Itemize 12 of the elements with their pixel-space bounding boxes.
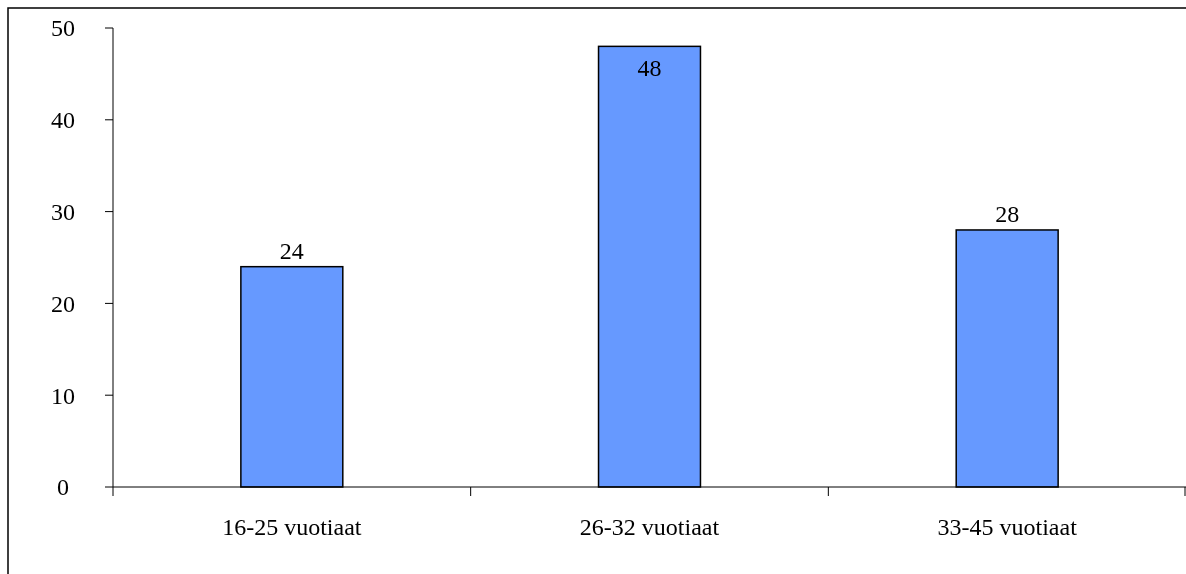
x-tick-label: 16-25 vuotiaat — [222, 514, 362, 540]
x-tick-label: 26-32 vuotiaat — [579, 514, 720, 540]
data-label: 28 — [995, 200, 1020, 227]
data-label: 48 — [637, 55, 662, 82]
y-tick-label: 20 — [51, 290, 75, 317]
data-label: 24 — [279, 237, 304, 264]
y-tick-label: 0 — [57, 474, 69, 501]
y-tick-label: 30 — [51, 199, 75, 225]
x-tick-label: 33-45 vuotiaat — [937, 514, 1078, 540]
y-tick-label: 10 — [51, 382, 75, 409]
y-tick-label: 40 — [51, 107, 75, 134]
y-tick-label: 50 — [51, 15, 75, 42]
